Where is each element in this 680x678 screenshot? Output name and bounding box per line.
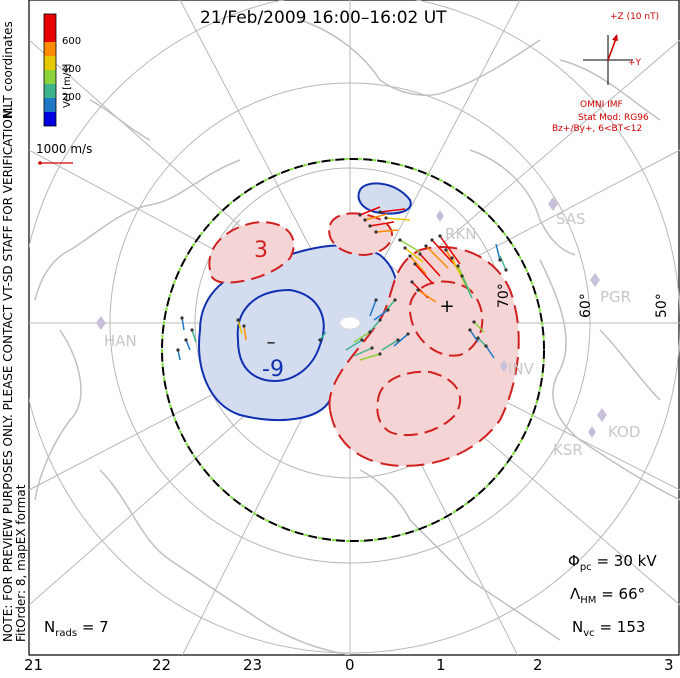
stat-lambda-sub: HM <box>580 595 597 606</box>
stat-n-vc: Nvc = 153 <box>572 618 645 639</box>
colorbar-tick-400: 400 <box>62 64 82 75</box>
station-label-pgr: PGR <box>600 288 632 306</box>
mlt-tick-21: 21 <box>24 656 44 674</box>
potential-extrema: + – <box>267 296 455 353</box>
positive-cell-top <box>328 212 394 257</box>
polar-grid <box>29 0 680 655</box>
reference-vector-label: 1000 m/s <box>36 142 93 156</box>
hmb-fitted-vectors <box>161 158 545 542</box>
latitude-label-70: 70° <box>496 283 512 308</box>
stat-phi-sub: pc <box>579 562 592 573</box>
negative-cell-top <box>357 182 412 215</box>
velocity-colorbar <box>43 13 57 127</box>
velocity-vectors <box>177 206 507 361</box>
imf-y-label: +Y <box>628 58 642 68</box>
stat-lambda-hm: ΛHM = 66° <box>570 585 645 606</box>
contour-label-positive: 3 <box>254 238 268 263</box>
imf-z-label: +Z (10 nT) <box>610 12 660 22</box>
station-label-ksr: KSR <box>553 441 583 459</box>
stat-lambda-symbol: Λ <box>570 585 581 603</box>
stat-phi-value: = 30 kV <box>596 552 657 570</box>
imf-model: Stat Mod: RG96 <box>578 113 649 123</box>
mlt-tick-1: 1 <box>436 656 446 674</box>
colorbar-tick-200: 200 <box>62 92 82 103</box>
stat-phi-pc: Φpc = 30 kV <box>568 552 657 573</box>
coordinates-note: MLT coordinates <box>1 21 15 118</box>
mlt-tick-23: 23 <box>243 656 263 674</box>
pole-marker <box>339 316 361 330</box>
station-label-kod: KOD <box>608 423 641 441</box>
stat-lambda-value: = 66° <box>601 585 646 603</box>
mlt-tick-3: 3 <box>664 656 674 674</box>
svg-text:–: – <box>267 332 276 353</box>
positive-cell-inner <box>408 280 484 357</box>
svg-text:+: + <box>439 296 454 317</box>
imf-source: OMNI IMF <box>580 100 623 110</box>
velocity-dots <box>176 210 508 356</box>
mlt-tick-22: 22 <box>152 656 172 674</box>
stat-phi-symbol: Φ <box>568 552 580 570</box>
stat-nvc-value: = 153 <box>599 618 646 636</box>
colorbar-tick-600: 600 <box>62 36 82 47</box>
stat-nvc-symbol: N <box>572 618 584 636</box>
stat-nrads-value: = 7 <box>81 618 109 636</box>
imf-condition: Bz+/By+, 6<BT<12 <box>552 124 643 134</box>
station-label-inv: INV <box>508 360 534 378</box>
stat-nrads-sub: rads <box>55 628 78 639</box>
mlt-tick-2: 2 <box>533 656 543 674</box>
mlt-tick-0: 0 <box>345 656 355 674</box>
station-markers <box>96 197 607 438</box>
fit-note-text: FitOrder: 8, mapEX format <box>14 484 28 642</box>
plot-border <box>28 0 680 656</box>
negative-cell-inner <box>236 288 325 382</box>
map-title: 21/Feb/2009 16:00–16:02 UT <box>200 8 447 28</box>
latitude-label-50: 50° <box>654 293 670 318</box>
stat-nvc-sub: vc <box>583 628 595 639</box>
stat-n-rads: Nrads = 7 <box>44 618 109 639</box>
imf-dial <box>583 34 633 85</box>
station-label-rkn: RKN <box>445 225 477 243</box>
contour-label-negative: -9 <box>262 357 284 382</box>
preview-note: NOTE: FOR PREVIEW PURPOSES ONLY. PLEASE … <box>1 106 28 642</box>
station-label-sas: SAS <box>556 210 586 228</box>
stat-nrads-symbol: N <box>44 618 56 636</box>
reference-vector-line <box>38 161 73 165</box>
station-label-han: HAN <box>104 332 137 350</box>
positive-cell-left <box>208 220 295 284</box>
latitude-label-60: 60° <box>578 293 594 318</box>
